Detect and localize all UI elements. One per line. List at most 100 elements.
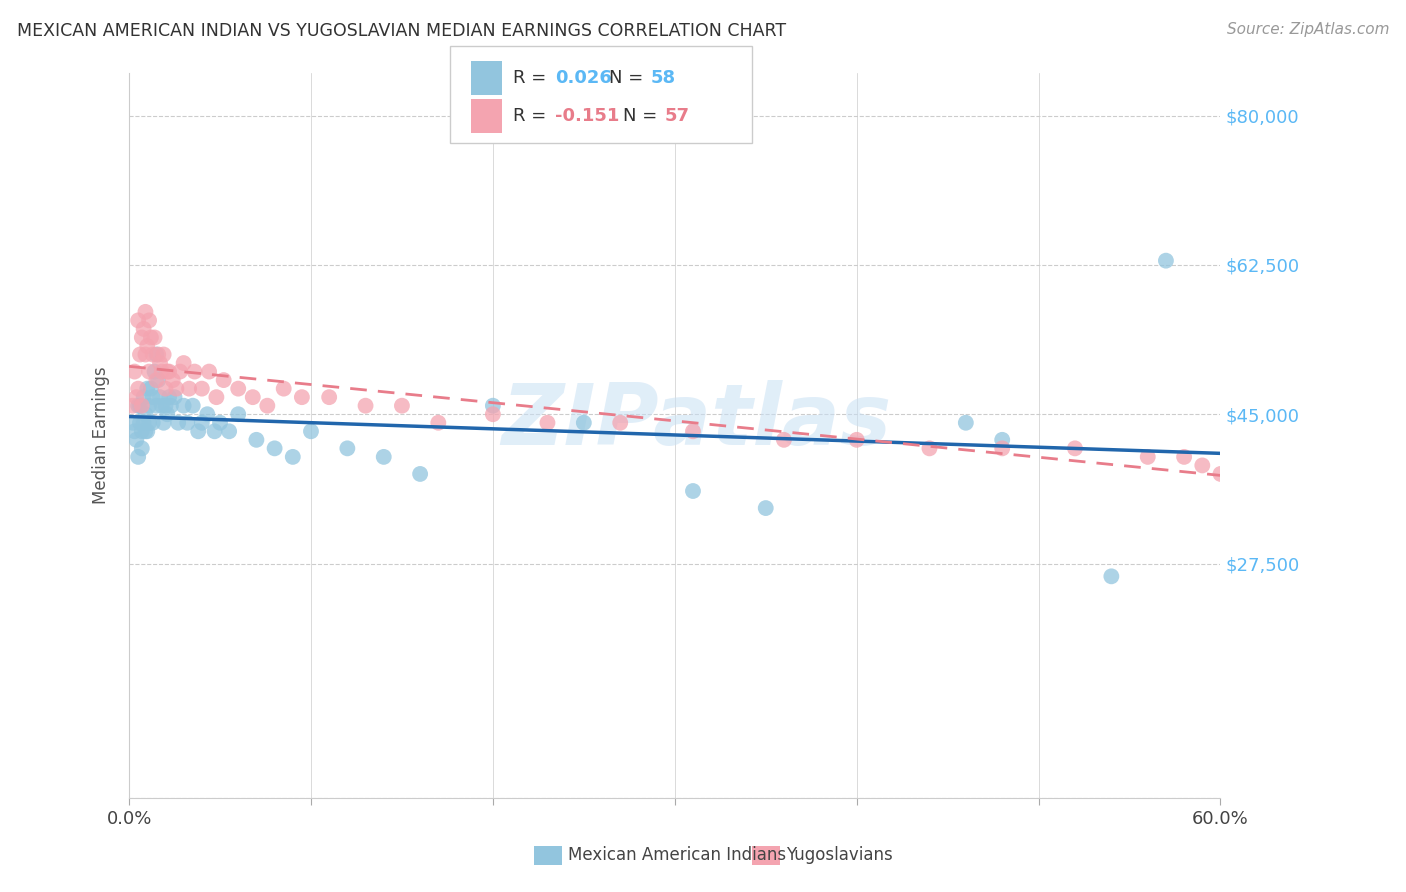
Point: [191, 382, 214, 396]
Point: [131, 425, 153, 439]
Point: [1154, 253, 1177, 268]
Point: [179, 382, 201, 396]
Point: [129, 347, 152, 361]
Point: [150, 399, 173, 413]
Point: [1099, 569, 1122, 583]
Point: [187, 425, 209, 439]
Point: [373, 450, 395, 464]
Point: [281, 450, 304, 464]
Point: [427, 416, 450, 430]
Point: [212, 373, 235, 387]
Point: [609, 416, 631, 430]
Point: [124, 425, 146, 439]
Point: [226, 382, 249, 396]
Point: [572, 416, 595, 430]
Point: [131, 330, 153, 344]
Point: [1136, 450, 1159, 464]
Point: [1191, 458, 1213, 473]
Point: [143, 330, 166, 344]
Point: [145, 347, 167, 361]
Point: [138, 399, 160, 413]
Point: [157, 365, 180, 379]
Point: [773, 433, 796, 447]
Point: [156, 407, 179, 421]
Point: [682, 483, 704, 498]
Point: [165, 382, 187, 396]
Point: [121, 416, 143, 430]
Point: [195, 407, 218, 421]
Point: [245, 433, 267, 447]
Point: [134, 407, 156, 421]
Point: [143, 365, 166, 379]
Point: [132, 390, 155, 404]
Point: [198, 365, 221, 379]
Point: [226, 407, 249, 421]
Point: [155, 399, 177, 413]
Point: [1209, 467, 1232, 481]
Point: [1173, 450, 1195, 464]
Point: [127, 382, 149, 396]
Point: [124, 365, 146, 379]
Point: [148, 347, 170, 361]
Point: [955, 416, 977, 430]
Point: [169, 365, 191, 379]
Point: [127, 450, 149, 464]
Point: [121, 399, 143, 413]
Point: [156, 365, 179, 379]
Point: [142, 390, 165, 404]
Point: [291, 390, 314, 404]
Text: Yugoslavians: Yugoslavians: [786, 847, 893, 864]
Point: [129, 399, 152, 413]
Text: MEXICAN AMERICAN INDIAN VS YUGOSLAVIAN MEDIAN EARNINGS CORRELATION CHART: MEXICAN AMERICAN INDIAN VS YUGOSLAVIAN M…: [17, 22, 786, 40]
Point: [167, 416, 190, 430]
Point: [163, 390, 186, 404]
Point: [991, 433, 1014, 447]
Point: [1064, 442, 1087, 456]
Point: [354, 399, 377, 413]
Point: [127, 399, 149, 413]
Point: [136, 339, 159, 353]
Text: Source: ZipAtlas.com: Source: ZipAtlas.com: [1226, 22, 1389, 37]
Text: Mexican American Indians: Mexican American Indians: [568, 847, 786, 864]
Point: [409, 467, 432, 481]
Point: [142, 416, 165, 430]
Point: [150, 365, 173, 379]
Point: [482, 399, 505, 413]
Point: [149, 390, 172, 404]
Point: [134, 305, 156, 319]
Point: [218, 425, 240, 439]
Point: [138, 416, 160, 430]
Point: [131, 399, 153, 413]
Text: R =: R =: [513, 69, 553, 87]
Point: [138, 313, 160, 327]
Text: 57: 57: [665, 107, 690, 126]
Point: [152, 347, 174, 361]
Point: [242, 390, 264, 404]
Point: [845, 433, 868, 447]
Text: 0.026: 0.026: [555, 69, 612, 87]
Point: [299, 425, 322, 439]
Text: ZIPatlas: ZIPatlas: [502, 380, 891, 463]
Point: [132, 322, 155, 336]
Point: [191, 416, 214, 430]
Text: N =: N =: [609, 69, 648, 87]
Point: [139, 330, 162, 344]
Point: [991, 442, 1014, 456]
Point: [138, 365, 160, 379]
Point: [162, 373, 184, 387]
Point: [256, 399, 278, 413]
Point: [536, 416, 558, 430]
Y-axis label: Median Earnings: Median Earnings: [93, 367, 110, 504]
Point: [125, 390, 148, 404]
Point: [134, 425, 156, 439]
Point: [127, 313, 149, 327]
Point: [148, 373, 170, 387]
Point: [155, 382, 177, 396]
Point: [205, 390, 228, 404]
Point: [918, 442, 941, 456]
Point: [136, 382, 159, 396]
Point: [145, 373, 167, 387]
Point: [273, 382, 295, 396]
Text: 58: 58: [651, 69, 676, 87]
Point: [176, 416, 198, 430]
